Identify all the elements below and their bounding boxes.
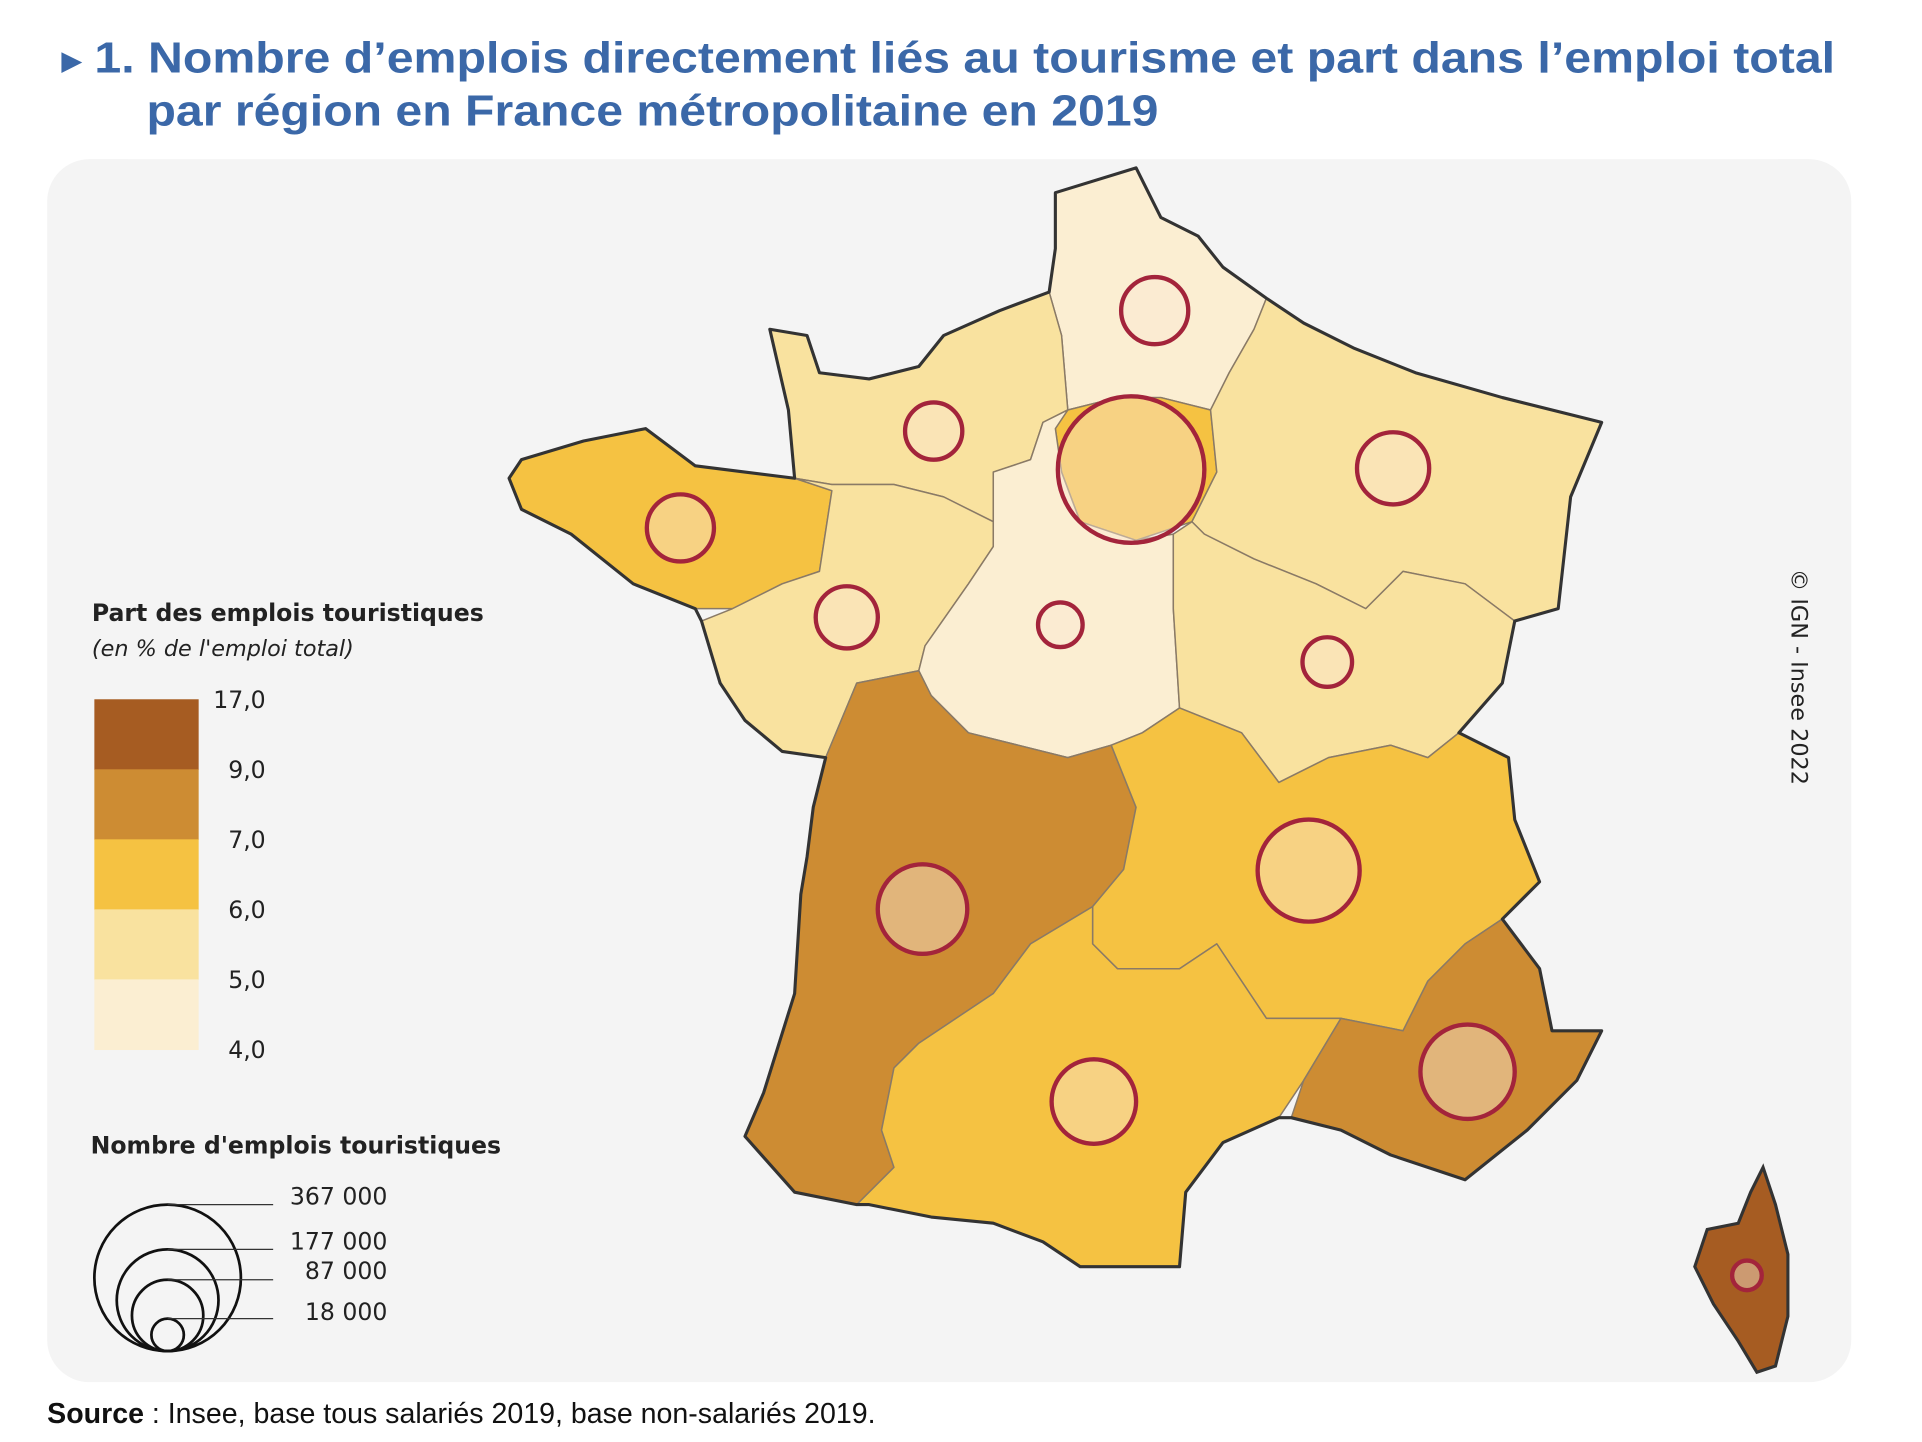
legend-count: Nombre d'emplois touristiques 367 000 177… [91,1132,501,1353]
bubble-occitanie [1049,1057,1139,1146]
bubble-bretagne [644,492,717,564]
title-line-2: par région en France métropolitaine en 2… [147,88,1159,136]
region-layer [507,166,1790,1375]
bubble-bourgogne-franche-comte [1300,635,1355,689]
legend-swatch-2 [94,769,199,840]
bubble-corse [1729,1258,1764,1293]
bubble-normandie [902,400,965,462]
title-line-1: 1. Nombre d’emplois directement liés au … [94,34,1835,82]
legend-count-label: 367 000 [290,1183,388,1211]
legend-swatch-3 [94,839,199,910]
source-note: Source : Insee, base tous salariés 2019,… [47,1398,875,1430]
source-label: Source [47,1398,144,1430]
legend-break-label: 9,0 [228,756,266,784]
legend-swatch-4 [94,909,199,980]
bubble-grand-est [1354,430,1432,507]
bubble-pays-de-la-loire [813,584,881,651]
bubble-centre-val-de-loire [1035,600,1085,650]
legend-break-label: 7,0 [228,826,266,854]
bubble-hauts-de-france [1118,274,1191,347]
legend-break-label: 4,0 [228,1036,266,1064]
source-text: : Insee, base tous salariés 2019, base n… [144,1398,876,1430]
legend-share-subtitle: (en % de l'emploi total) [92,636,354,662]
legend-break-label: 17,0 [213,686,266,714]
legend-swatch-1 [94,699,199,770]
bubble-layer [644,274,1764,1293]
legend-swatch-5 [94,979,199,1051]
coastline [507,166,1604,1269]
legend-count-label: 177 000 [290,1227,388,1255]
bubble-auvergne-rhone-alpes [1255,817,1362,924]
legend-count-title: Nombre d'emplois touristiques [91,1132,501,1160]
bubble-nouvelle-aquitaine [875,862,970,957]
corse-outline [1693,1163,1790,1375]
bubble-provence-alpes-cote-d-azur [1418,1022,1517,1122]
legend-break-label: 6,0 [228,896,266,924]
copyright-text: © IGN - Insee 2022 [1786,569,1812,785]
title-marker: ► [55,42,89,80]
legend-share-title: Part des emplois touristiques [92,599,484,627]
legend-share: Part des emplois touristiques (en % de l… [92,599,484,1064]
legend-count-label: 18 000 [305,1298,388,1326]
bubble-ile-de-france [1055,394,1207,546]
legend-count-label: 87 000 [305,1257,388,1285]
figure-title: ► 1. Nombre d’emplois directement liés a… [55,34,1835,135]
legend-break-label: 5,0 [228,966,266,994]
